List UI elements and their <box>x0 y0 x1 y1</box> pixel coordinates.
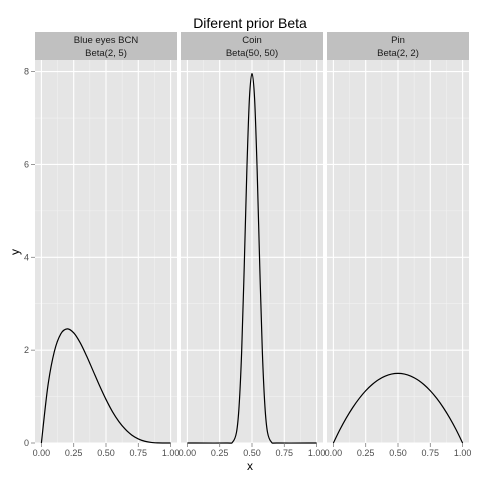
x-tick-label: 0.25 <box>65 448 83 458</box>
facet-strip <box>181 32 323 60</box>
facet-strip-sublabel: Beta(2, 2) <box>377 48 419 59</box>
facet-strip-sublabel: Beta(2, 5) <box>85 48 127 59</box>
facet-strip <box>35 32 177 60</box>
chart-title: Diferent prior Beta <box>193 15 307 31</box>
panel-1: Blue eyes BCN Beta(2, 5) <box>35 32 177 444</box>
series-line-3 <box>332 372 464 444</box>
y-tick-label: 2 <box>24 345 29 355</box>
x-tick-label: 1.00 <box>454 448 472 458</box>
y-axis-title: y <box>8 249 22 255</box>
y-axis: 0 2 4 6 8 <box>24 67 35 448</box>
facet-strip-label: Coin <box>242 35 262 46</box>
y-tick-label: 0 <box>24 438 29 448</box>
x-tick-label: 0.50 <box>97 448 115 458</box>
x-axis-title: x <box>247 459 253 473</box>
x-tick-label: 0.75 <box>130 448 148 458</box>
x-axes: 0.00 0.25 0.50 0.75 1.00 0.00 0.25 0.50 0.75 1.00… <box>33 443 472 458</box>
facet-strip-label: Pin <box>391 35 405 46</box>
facet-strip <box>327 32 469 60</box>
panel-2: Coin Beta(50, 50) <box>181 32 323 444</box>
x-tick-label: 0.00 <box>179 448 197 458</box>
y-tick-label: 6 <box>24 159 29 169</box>
x-tick-label: 1.00 <box>162 448 180 458</box>
facet-strip-label: Blue eyes BCN <box>74 35 139 46</box>
y-tick-label: 4 <box>24 252 29 262</box>
y-tick-label: 8 <box>24 67 29 77</box>
panels: Blue eyes BCN Beta(2, 5) Coin Beta(50, 50) P… <box>35 32 469 444</box>
x-tick-label: 0.25 <box>357 448 375 458</box>
x-tick-label: 1.00 <box>308 448 326 458</box>
x-tick-label: 0.00 <box>325 448 343 458</box>
x-tick-label: 0.00 <box>33 448 51 458</box>
x-tick-label: 0.75 <box>422 448 440 458</box>
panel-3: Pin Beta(2, 2) <box>327 32 469 444</box>
facet-strip-sublabel: Beta(50, 50) <box>226 48 278 59</box>
series-line-2 <box>187 72 317 444</box>
x-tick-label: 0.50 <box>389 448 407 458</box>
series-line-1 <box>40 328 171 444</box>
x-tick-label: 0.75 <box>276 448 294 458</box>
x-tick-label: 0.50 <box>243 448 261 458</box>
x-tick-label: 0.25 <box>211 448 229 458</box>
